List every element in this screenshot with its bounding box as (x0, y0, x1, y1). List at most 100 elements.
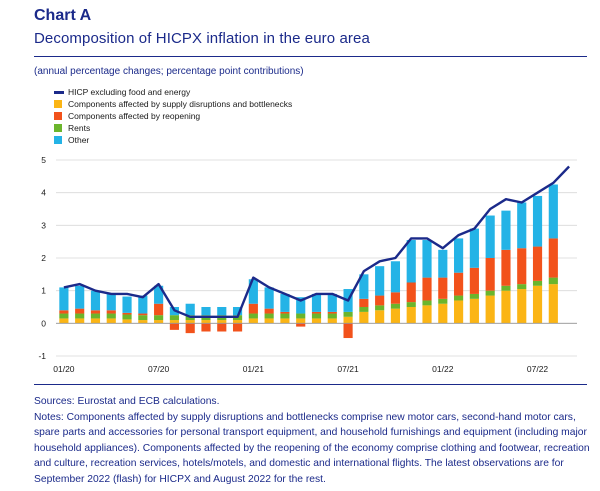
bar-segment-reopening (59, 310, 69, 314)
bar-segment-reopening (454, 272, 464, 296)
bar-segment-supply (169, 320, 179, 324)
y-tick-label: 1 (41, 286, 46, 296)
chart-title: Decomposition of HICPX inflation in the … (34, 30, 370, 47)
bar-segment-rents (485, 290, 495, 296)
bar-segment-supply (406, 307, 416, 324)
bar-segment-reopening (548, 238, 558, 278)
bar-segment-reopening (138, 313, 148, 316)
bar-segment-reopening (154, 303, 164, 316)
bar-segment-reopening (359, 298, 369, 307)
bar-segment-supply (138, 320, 148, 324)
legend-label-rents: Rents (68, 123, 91, 133)
bar-segment-rents (359, 307, 369, 312)
bar-segment-reopening (280, 311, 290, 314)
bar-segment-rents (169, 315, 179, 321)
bar-segment-supply (280, 318, 290, 324)
bar-segment-rents (327, 313, 337, 319)
bar-segment-other (359, 274, 369, 299)
bar-segment-reopening (327, 311, 337, 314)
legend-label-reopening: Components affected by reopening (68, 111, 201, 121)
bar-segment-rents (90, 313, 101, 319)
bar-segment-other (217, 307, 227, 316)
bar-segment-supply (59, 318, 69, 324)
bar-segment-rents (390, 303, 401, 309)
bar-segment-reopening (517, 248, 527, 285)
legend-swatch-reopening (54, 112, 62, 120)
bar-segment-other (122, 296, 132, 313)
bar-segment-other (469, 228, 479, 268)
bar-segment-rents (122, 314, 132, 320)
bar-segment-rents (501, 285, 511, 291)
chart-subtitle: (annual percentage changes; percentage p… (34, 66, 304, 77)
bar-segment-reopening (311, 311, 322, 314)
bar-segment-supply (422, 305, 432, 324)
bar-segment-reopening (501, 249, 511, 286)
x-tick-label: 01/21 (243, 364, 265, 374)
bar-segment-rents (438, 298, 448, 304)
bar-segment-rents (406, 302, 416, 307)
bar-segment-rents (343, 311, 353, 317)
bar-segment-supply (485, 295, 495, 324)
bar-segment-rents (548, 277, 558, 285)
bar-segment-other (517, 202, 527, 249)
bar-segment-reopening (185, 323, 195, 334)
bar-segment-reopening (485, 258, 495, 291)
bar-segment-other (106, 293, 116, 311)
bar-segment-rents (59, 313, 69, 319)
bar-segment-rents (422, 300, 432, 306)
bar-segment-other (438, 249, 448, 278)
bar-segment-other (59, 287, 69, 311)
bar-segment-reopening (406, 282, 416, 303)
bar-segment-other (138, 295, 148, 314)
y-tick-label: 4 (41, 188, 46, 198)
legend-label-hicpx: HICP excluding food and energy (68, 87, 191, 97)
bar-segment-other (454, 238, 464, 273)
sources-text: Sources: Eurostat and ECB calculations. (34, 396, 220, 407)
bar-segment-reopening (122, 312, 132, 315)
y-tick-label: -1 (38, 351, 46, 361)
hicpx-line (63, 165, 570, 318)
bar-segment-other (154, 285, 164, 304)
bar-segment-rents (454, 295, 464, 301)
bar-segment-supply (311, 318, 322, 324)
chart-plot: -1 0 1 2 3 4 5 01/20 07/20 01/21 07/21 01/22 07/22 (38, 155, 577, 374)
bar-segment-other (264, 287, 274, 309)
x-tick-label: 01/20 (53, 364, 75, 374)
bar-segment-other (532, 195, 543, 247)
bar-segment-other (422, 240, 432, 278)
bar-segment-supply (469, 298, 479, 324)
legend-item-other: Other (54, 134, 292, 146)
y-tick-label: 5 (41, 155, 46, 165)
bar-segment-supply (327, 318, 337, 324)
bar-segment-supply (438, 303, 448, 324)
bottom-rule (34, 384, 587, 385)
bar-segment-other (390, 261, 401, 293)
bar-segment-reopening (343, 323, 353, 339)
bar-segment-rents (375, 305, 385, 311)
bar-segment-supply (390, 308, 401, 324)
x-tick-label: 01/22 (432, 364, 454, 374)
bar-segment-rents (469, 293, 479, 299)
bar-segment-other (375, 266, 385, 296)
bar-segment-reopening (264, 308, 274, 314)
bar-segment-supply (343, 316, 353, 324)
legend-item-supply: Components affected by supply disruption… (54, 98, 292, 110)
bar-segment-rents (138, 315, 148, 321)
y-tick-label: 2 (41, 253, 46, 263)
top-rule (34, 56, 587, 57)
bar-segment-rents (75, 313, 85, 319)
bar-segment-supply (154, 320, 164, 324)
bar-segment-rents (311, 313, 322, 319)
bar-segment-other (406, 240, 416, 283)
x-tick-label: 07/20 (148, 364, 170, 374)
chart-label: Chart A (34, 7, 92, 24)
bar-segment-reopening (232, 323, 243, 332)
legend-label-supply: Components affected by supply disruption… (68, 99, 293, 109)
bar-segment-rents (532, 280, 543, 286)
bar-segment-reopening (248, 303, 258, 314)
legend-item-hicpx: HICP excluding food and energy (54, 86, 292, 98)
legend-swatch-supply (54, 100, 62, 108)
bar-segment-supply (264, 318, 274, 324)
bar-segment-reopening (201, 323, 211, 332)
bar-segment-reopening (169, 323, 179, 330)
